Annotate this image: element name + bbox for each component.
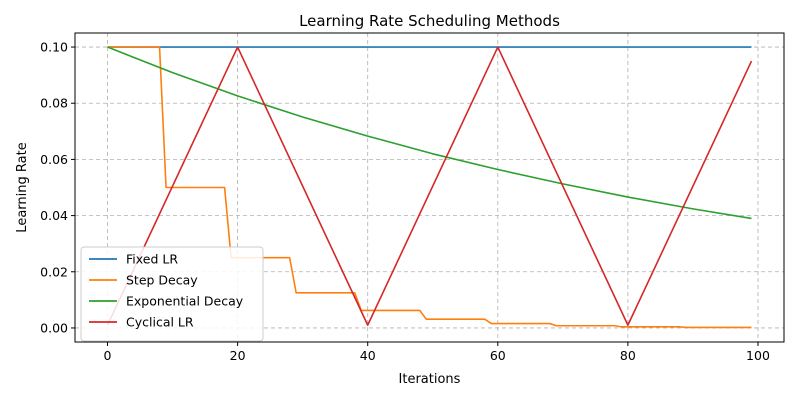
series-lines (106, 46, 753, 329)
legend-label-fixed-lr: Fixed LR (126, 252, 178, 267)
y-axis-ticks: 0.00 0.02 0.04 0.06 0.08 0.10 (40, 40, 75, 335)
series-line-cyclical-lr (106, 46, 753, 326)
legend-label-cyclical-lr: Cyclical LR (126, 315, 194, 330)
plot-frame (74, 32, 785, 343)
y-axis-label: Learning Rate (15, 142, 30, 232)
y-tick-label: 0.04 (40, 208, 68, 223)
y-tick-label: 0.08 (40, 96, 68, 111)
series-line-step-decay (107, 46, 752, 329)
legend: Fixed LR Step Decay Exponential Decay Cycli… (80, 246, 264, 342)
legend-label-exponential-decay: Exponential Decay (126, 294, 244, 309)
legend-box (80, 246, 264, 342)
chart-title: Learning Rate Scheduling Methods (299, 12, 560, 30)
x-tick-label: 60 (490, 348, 506, 363)
y-tick-label: 0.02 (40, 264, 68, 279)
series-line-exponential-decay (107, 46, 752, 220)
x-tick-label: 20 (230, 348, 246, 363)
x-axis-label: Iterations (399, 372, 461, 387)
x-tick-label: 40 (360, 348, 376, 363)
y-tick-label: 0.10 (40, 40, 68, 55)
x-tick-label: 0 (104, 348, 112, 363)
x-axis-ticks: 0 20 40 60 80 100 (104, 342, 770, 363)
x-tick-label: 80 (620, 348, 636, 363)
legend-label-step-decay: Step Decay (126, 273, 198, 288)
y-tick-label: 0.06 (40, 152, 68, 167)
y-tick-label: 0.00 (40, 320, 68, 335)
x-tick-label: 100 (746, 348, 770, 363)
